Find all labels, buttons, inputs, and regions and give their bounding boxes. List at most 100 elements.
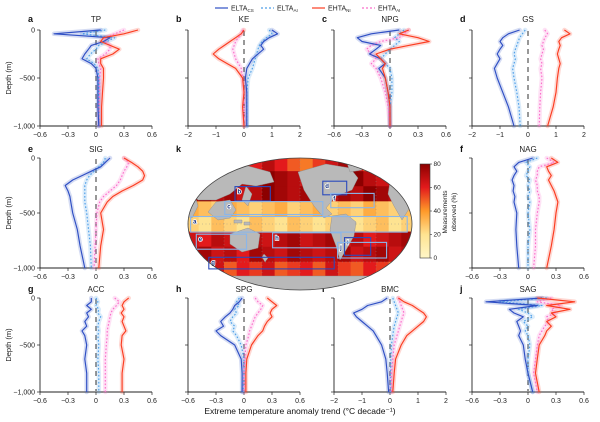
line-elta_ai [95, 297, 102, 392]
panel-letter: d [460, 14, 466, 24]
region-box-label: b [238, 190, 242, 196]
line-elta_ai [229, 297, 245, 393]
heat-cell [401, 231, 412, 247]
heat-cell [363, 276, 377, 290]
panel-a: a TP 0 −500 −1,000−0.6 −0.3 0 0.3 0.6 [13, 14, 157, 139]
heat-cell [211, 276, 225, 290]
panel-d: d GS −2 −1 0 1 2 [460, 14, 586, 139]
x-tick-label: −1 [496, 132, 504, 139]
x-tick-label: 0.6 [147, 274, 157, 281]
x-tick-label: 0.6 [147, 398, 157, 405]
region-box-c [224, 201, 324, 216]
x-tick-label: 0 [388, 398, 392, 405]
heat-cell [249, 261, 263, 278]
region-box-b [234, 186, 271, 202]
region-box-label: i [347, 241, 349, 247]
heat-cell [274, 158, 288, 172]
band-elta_cs [351, 295, 391, 395]
heat-cell [274, 171, 288, 187]
line-elta_ai [525, 157, 538, 268]
heat-cell [249, 216, 263, 232]
heat-cell [188, 261, 199, 278]
colorbar: 0 20 40 60 80 Measurements observed (%) [419, 161, 458, 262]
x-tick-label: 0.3 [551, 274, 561, 281]
x-tick-label: 0.3 [119, 132, 129, 139]
y-tick-label: 0 [31, 28, 35, 35]
y-tick-label: −1,000 [13, 124, 35, 131]
panel-title: NAG [519, 145, 536, 154]
heat-cell [262, 186, 275, 202]
panel-letter: j [459, 284, 463, 294]
heat-cell [211, 216, 225, 232]
heat-cell [262, 216, 275, 232]
line-ehta_ni [547, 29, 571, 127]
region-box-a [190, 215, 408, 233]
line-elta_cs [485, 297, 543, 393]
heat-cell [198, 158, 212, 172]
heat-cell [287, 171, 301, 187]
heat-cell [338, 261, 351, 278]
heat-cell [274, 216, 288, 232]
line-ehta_ai [93, 157, 130, 269]
panel-title: BMC [381, 285, 399, 294]
line-elta_cs [215, 297, 243, 392]
heat-cell [211, 246, 225, 263]
heat-cell [376, 201, 389, 217]
colorbar-tick-label: 20 [434, 232, 442, 239]
heat-cell [188, 158, 199, 172]
x-tick-label: −0.6 [327, 132, 341, 139]
heat-cell [274, 231, 288, 247]
line-ehta_ai [538, 29, 549, 127]
band-ehta_ai [389, 295, 407, 395]
line-ehta_ni [375, 29, 430, 126]
depth-axis-label: Depth (m) [4, 196, 13, 230]
region-box-g [208, 256, 335, 270]
region-box-label: e [199, 237, 203, 243]
heat-cell [376, 186, 389, 202]
x-tick-label: −0.6 [465, 274, 479, 281]
region-box-f [330, 192, 375, 209]
x-tick-label: 0.6 [579, 274, 589, 281]
region-box-e [195, 233, 248, 250]
x-tick-label: −2 [330, 398, 338, 405]
heat-cell [236, 201, 250, 217]
heat-cell [363, 201, 377, 217]
x-tick-label: −0.6 [33, 132, 47, 139]
heat-cell [188, 216, 199, 232]
colorbar-tick-label: 40 [434, 208, 442, 215]
x-axis-label: Extreme temperature anomaly trend (°C de… [204, 406, 396, 416]
panel-f: f NAG −0.6 −0.3 0 0.3 0.6 [460, 144, 589, 281]
x-tick-label: 0 [94, 132, 98, 139]
heat-cell [274, 201, 288, 217]
panel-c: c NPG −0.6 −0.3 0 0.3 0.6 [322, 14, 451, 139]
panel-b: b KE −2 −1 0 1 2 [176, 14, 302, 139]
x-tick-label: −0.6 [33, 398, 47, 405]
x-tick-label: −0.6 [181, 398, 195, 405]
panel-title: SPG [236, 285, 253, 294]
y-tick-label: −500 [19, 211, 35, 218]
panel-letter: e [28, 144, 33, 154]
heat-cell [249, 201, 263, 217]
panel-letter: a [28, 14, 34, 24]
x-tick-label: 0.3 [413, 132, 423, 139]
line-ehta_ni [534, 297, 576, 393]
x-tick-label: 0 [242, 398, 246, 405]
panel-letter: f [460, 144, 464, 154]
x-tick-label: 1 [416, 398, 420, 405]
heat-cell [388, 261, 402, 278]
heat-cell [300, 158, 313, 172]
x-tick-label: 0.3 [119, 274, 129, 281]
heat-cell [274, 186, 288, 202]
heat-cell [300, 246, 313, 263]
line-ehta_ai [533, 297, 562, 393]
region-box-label: d [325, 184, 329, 190]
heat-cell [198, 276, 212, 290]
heat-cell [312, 261, 326, 278]
heat-cell [188, 276, 199, 290]
panel-letter: c [322, 14, 327, 24]
heat-cell [401, 171, 412, 187]
panel-title: KE [239, 15, 250, 24]
band-ehta_ai [536, 27, 550, 129]
